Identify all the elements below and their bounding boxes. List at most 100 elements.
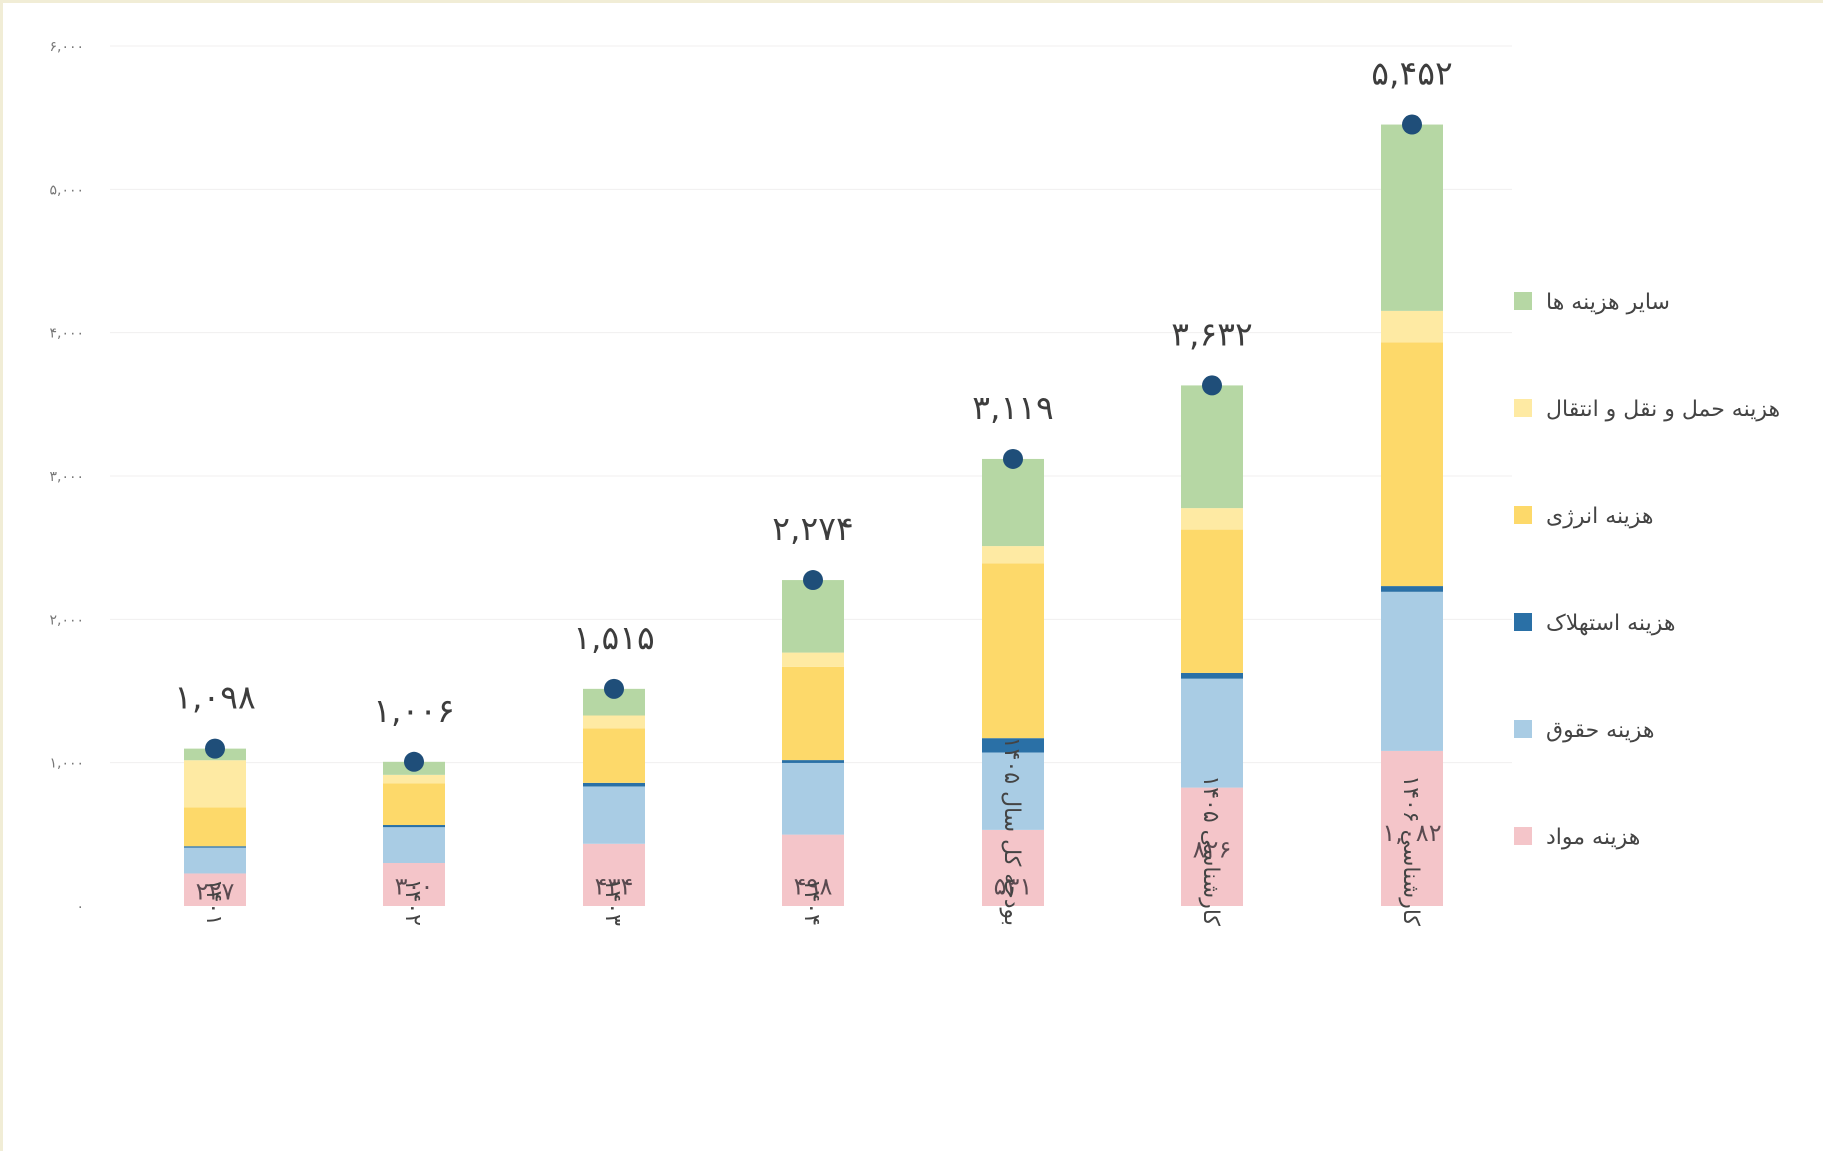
bar-stack: ۳۰۰ ۱,۰۰۶ [373, 691, 455, 906]
legend-item: هزینه مواد [1514, 825, 1640, 850]
bar-segment [1381, 310, 1443, 343]
bar-segment [1181, 678, 1243, 788]
bar-segment [1181, 508, 1243, 530]
bar-segment [583, 786, 645, 844]
legend-swatch [1514, 399, 1532, 417]
segment-value-label: ۴۹۸ [794, 873, 833, 901]
total-marker [604, 678, 624, 699]
bar-segment [1381, 124, 1443, 311]
bar-segment [583, 728, 645, 783]
y-tick-label: ۴,۰۰۰ [49, 326, 84, 342]
bar-segment [782, 834, 844, 906]
legend-label: هزینه استهلاک [1546, 611, 1675, 636]
bar-segment [782, 666, 844, 761]
x-tick-label: ۱۴۰۲ [400, 879, 425, 926]
bar-segment [982, 829, 1044, 906]
bar-segment [782, 760, 844, 763]
bar-segment [583, 843, 645, 906]
x-tick-label: بودجه کل سال ۱۴۰۵ [999, 737, 1024, 926]
bar-segment [782, 652, 844, 667]
segment-value-label: ۱,۰۸۲ [1382, 819, 1441, 847]
bar-segment [982, 738, 1044, 753]
bar-segment [383, 863, 445, 906]
segment-value-label: ۲۲۷ [196, 878, 235, 906]
bar-segment [1181, 529, 1243, 673]
total-marker [404, 751, 424, 772]
legend-item: هزینه انرژی [1514, 504, 1654, 529]
legend-swatch [1514, 292, 1532, 310]
y-tick-label: ۰ [76, 899, 84, 915]
total-value-label: ۲,۲۷۴ [772, 509, 853, 548]
bar-segment [782, 580, 844, 653]
total-marker [1003, 448, 1023, 469]
total-marker [803, 570, 823, 591]
legend-label: هزینه مواد [1546, 825, 1640, 850]
x-tick-label: کارشناسی ۱۴۰۵ [1198, 775, 1223, 926]
legend-swatch [1514, 720, 1532, 738]
bar-segment [782, 762, 844, 835]
bar-segment [982, 752, 1044, 830]
bar-stack: ۴۹۸ ۲,۲۷۴ [772, 509, 854, 906]
segment-value-label: ۵۳۱ [994, 873, 1033, 901]
total-value-label: ۱,۰۹۸ [174, 678, 255, 717]
legend: سایر هزینه ها هزینه حمل و نقل و انتقال هزی… [1514, 290, 1780, 850]
x-tick-label: ۱۴۰۴ [799, 879, 824, 926]
legend-label: هزینه حقوق [1546, 718, 1654, 743]
total-value-label: ۳,۱۱۹ [972, 388, 1053, 427]
y-tick-label: ۳,۰۰۰ [49, 469, 84, 485]
legend-swatch [1514, 613, 1532, 631]
legend-item: سایر هزینه ها [1514, 290, 1670, 315]
bar-segment [1381, 591, 1443, 751]
bar-segment [1181, 385, 1243, 509]
bar-segment [1381, 750, 1443, 906]
total-value-label: ۱,۰۰۶ [373, 691, 454, 730]
legend-swatch [1514, 506, 1532, 524]
bar-stack: ۴۳۴ ۱,۵۱۵ [573, 618, 655, 906]
bar-segment [1181, 672, 1243, 679]
total-value-label: ۳,۶۳۲ [1171, 314, 1252, 353]
total-marker [1402, 114, 1422, 135]
total-marker [1202, 375, 1222, 396]
bar-stacks: ۲۲۷ ۱,۰۹۸ ۳۰۰ ۱,۰۰۶ ۴۳۴ ۱,۵۱۵ ۴۹۸ ۲,۲۷۴ ۵۳۱ ۳,۱۱۹… [174, 54, 1453, 906]
y-axis: ۰ ۱,۰۰۰ ۲,۰۰۰ ۳,۰۰۰ ۴,۰۰۰ ۵,۰۰۰ ۶,۰۰۰ [49, 39, 84, 915]
x-tick-label: ۱۴۰۱ [201, 879, 226, 926]
legend-item: هزینه حمل و نقل و انتقال [1514, 397, 1780, 422]
x-tick-label: ۱۴۰۳ [600, 879, 625, 926]
total-marker [205, 738, 225, 759]
y-tick-label: ۲,۰۰۰ [49, 612, 84, 628]
bar-segment [982, 546, 1044, 564]
bar-segment [383, 783, 445, 826]
bar-stack: ۱,۰۸۲ ۵,۴۵۲ [1371, 54, 1453, 906]
total-value-label: ۱,۵۱۵ [573, 618, 654, 657]
bar-stack: ۵۳۱ ۳,۱۱۹ [972, 388, 1054, 906]
bar-segment [184, 847, 246, 874]
legend-label: هزینه انرژی [1546, 504, 1654, 529]
segment-value-label: ۸۲۶ [1193, 836, 1232, 864]
bar-segment [1381, 586, 1443, 592]
bar-segment [982, 563, 1044, 739]
bar-segment [184, 846, 246, 848]
bar-segment [383, 827, 445, 863]
x-axis: ۱۴۰۱ ۱۴۰۲ ۱۴۰۳ ۱۴۰۴ بودجه کل سال ۱۴۰۵ کارشناس… [201, 737, 1423, 927]
y-tick-label: ۶,۰۰۰ [49, 39, 84, 55]
legend-item: هزینه استهلاک [1514, 611, 1675, 636]
y-tick-label: ۱,۰۰۰ [49, 756, 84, 772]
bar-segment [383, 774, 445, 784]
bar-segment [1181, 787, 1243, 906]
y-tick-label: ۵,۰۰۰ [49, 182, 84, 198]
bar-segment [184, 873, 246, 906]
legend-item: هزینه حقوق [1514, 718, 1654, 743]
segment-value-label: ۳۰۰ [395, 873, 434, 901]
bar-segment [583, 715, 645, 729]
bar-segment [1381, 342, 1443, 587]
bar-segment [583, 782, 645, 787]
bar-stack: ۸۲۶ ۳,۶۳۲ [1171, 314, 1253, 906]
bar-segment [982, 458, 1044, 547]
legend-label: هزینه حمل و نقل و انتقال [1546, 397, 1780, 422]
bar-segment [184, 807, 246, 847]
x-tick-label: کارشناسی ۱۴۰۶ [1398, 775, 1423, 926]
bar-segment [383, 825, 445, 828]
bar-segment [184, 760, 246, 808]
